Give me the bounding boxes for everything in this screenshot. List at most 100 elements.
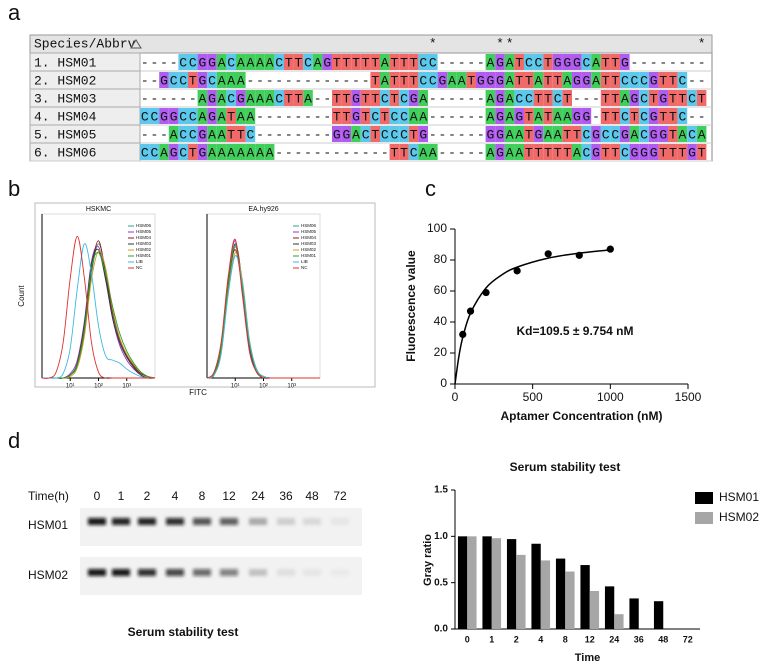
- residue-cell: [178, 144, 188, 160]
- bar: [614, 614, 624, 629]
- sequence: --GCCTGCAAA-------------TATTTCCGAATGGGAT…: [141, 73, 707, 88]
- residue-cell: [485, 90, 496, 106]
- gel-band: [220, 569, 238, 576]
- residue-cell: [380, 108, 390, 124]
- residue-cell: [552, 126, 563, 142]
- legend-label: HSM04: [301, 235, 317, 240]
- residue-cell: [648, 90, 659, 106]
- fit-curve: [454, 249, 611, 385]
- data-point: [513, 267, 521, 275]
- residue-cell: [168, 108, 179, 124]
- residue-cell: [581, 108, 592, 124]
- gel-time: 36: [279, 489, 293, 503]
- residue-cell: [226, 90, 236, 106]
- residue-cell: [389, 108, 400, 124]
- residue-cell: [543, 126, 553, 142]
- residue-cell: [658, 90, 668, 106]
- residue-cell: [620, 54, 630, 70]
- bar: [629, 598, 639, 629]
- residue-cell: [188, 144, 198, 160]
- residue-cell: [552, 54, 563, 70]
- residue-cell: [581, 54, 592, 70]
- x-tick-label: 72: [683, 634, 693, 644]
- residue-cell: [197, 126, 208, 142]
- bar: [555, 558, 566, 629]
- residue-cell: [572, 54, 582, 70]
- residue-cell: [188, 54, 198, 70]
- residue-cell: [380, 90, 390, 106]
- residue-cell: [178, 126, 188, 142]
- residue-cell: [466, 72, 476, 88]
- residue-cell: [255, 144, 265, 160]
- residue-cell: [370, 90, 380, 106]
- row-name: 3. HSM03: [34, 91, 96, 106]
- residue-cell: [514, 54, 524, 70]
- residue-cell: [360, 126, 371, 142]
- residue-cell: [677, 72, 688, 88]
- residue-cell: [610, 72, 620, 88]
- residue-cell: [639, 72, 649, 88]
- residue-cell: [197, 144, 208, 160]
- residue-cell: [236, 108, 246, 124]
- residue-cell: [677, 126, 688, 142]
- bar: [604, 586, 615, 629]
- gel-band: [277, 518, 295, 525]
- x-tick-label: 24: [609, 634, 619, 644]
- residue-cell: [687, 126, 697, 142]
- residue-cell: [562, 108, 572, 124]
- gel-band: [303, 518, 321, 525]
- gel-band: [112, 518, 130, 525]
- bar: [580, 565, 590, 629]
- data-point: [544, 250, 552, 258]
- gel-time: 24: [251, 489, 265, 503]
- residue-cell: [168, 126, 179, 142]
- y-tick-label: 0.0: [434, 624, 448, 635]
- residue-cell: [524, 144, 534, 160]
- residue-cell: [408, 108, 419, 124]
- y-tick-label: 100: [427, 221, 447, 235]
- residue-cell: [140, 108, 150, 124]
- residue-cell: [456, 72, 467, 88]
- residue-cell: [591, 54, 601, 70]
- residue-cell: [351, 54, 361, 70]
- residue-cell: [485, 108, 496, 124]
- residue-cell: [428, 54, 438, 70]
- row-name: 1. HSM01: [34, 55, 97, 70]
- gel-band: [220, 518, 238, 525]
- flow-frame: [34, 202, 376, 388]
- residue-cell: [389, 72, 400, 88]
- legend-label: HSM03: [301, 241, 317, 246]
- legend-label: HSM03: [136, 241, 152, 246]
- residue-cell: [389, 144, 400, 160]
- residue-cell: [178, 108, 188, 124]
- gel-strip: [80, 508, 362, 546]
- residue-cell: [552, 90, 563, 106]
- residue-cell: [418, 72, 428, 88]
- residue-cell: [668, 126, 678, 142]
- y-tick-label: 60: [434, 283, 448, 297]
- residue-cell: [274, 54, 284, 70]
- residue-cell: [620, 72, 630, 88]
- residue-cell: [188, 108, 198, 124]
- residue-cell: [188, 72, 198, 88]
- residue-cell: [408, 90, 419, 106]
- residue-cell: [207, 108, 217, 124]
- residue-cell: [351, 108, 361, 124]
- x-tick-label: 12: [585, 634, 595, 644]
- x-tick-label: 10²: [94, 384, 103, 390]
- residue-cell: [562, 72, 572, 88]
- residue-cell: [572, 108, 582, 124]
- residue-cell: [504, 126, 515, 142]
- residue-cell: [495, 144, 505, 160]
- residue-cell: [485, 144, 496, 160]
- residue-cell: [178, 72, 188, 88]
- residue-cell: [370, 108, 380, 124]
- residue-cell: [495, 108, 505, 124]
- residue-cell: [543, 108, 553, 124]
- residue-cell: [533, 108, 544, 124]
- residue-cell: [226, 72, 236, 88]
- residue-cell: [485, 126, 496, 142]
- gel-band: [249, 518, 267, 525]
- residue-cell: [600, 108, 611, 124]
